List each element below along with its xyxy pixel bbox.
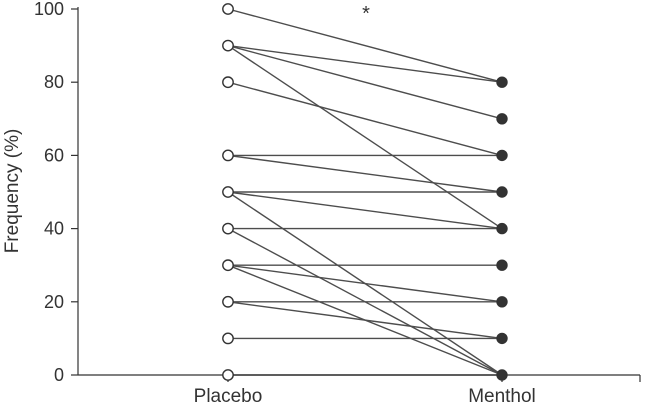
- placebo-point: [222, 259, 234, 272]
- placebo-point: [222, 76, 234, 89]
- placebo-point: [222, 149, 234, 162]
- series-line: [227, 301, 503, 340]
- y-ticks: 0 20 40 60 80 100: [34, 0, 78, 385]
- y-tick-label: 100: [34, 0, 64, 19]
- menthol-point: [496, 76, 508, 88]
- significance-annotation: *: [362, 3, 370, 25]
- series-line: [227, 81, 503, 157]
- y-tick-label: 60: [44, 145, 64, 165]
- placebo-point: [222, 186, 234, 198]
- placebo-point: [222, 332, 234, 345]
- menthol-point: [496, 113, 508, 125]
- menthol-point: [496, 259, 508, 271]
- series-lines: [227, 8, 503, 376]
- y-tick-label: 20: [44, 292, 64, 312]
- menthol-point: [496, 222, 508, 235]
- series-line: [227, 8, 503, 83]
- axes: [77, 7, 640, 376]
- markers: [222, 3, 508, 381]
- placebo-point: [222, 39, 234, 52]
- x-tick-label-placebo: Placebo: [194, 386, 263, 407]
- placebo-point: [222, 295, 234, 308]
- menthol-point: [496, 149, 508, 162]
- y-tick-label: 80: [44, 72, 64, 92]
- series-line: [227, 44, 503, 83]
- y-tick-label: 0: [54, 365, 64, 385]
- placebo-point: [222, 222, 234, 235]
- x-ticks: Placebo Menthol: [194, 375, 641, 407]
- series-line: [227, 191, 503, 230]
- series-line: [227, 44, 503, 120]
- y-axis-title: Frequency (%): [2, 129, 23, 254]
- series-line: [227, 264, 503, 303]
- placebo-point: [222, 369, 234, 381]
- menthol-point: [496, 186, 508, 198]
- menthol-point: [496, 296, 508, 308]
- x-tick-label-menthol: Menthol: [468, 386, 536, 407]
- series-line: [227, 154, 503, 193]
- menthol-point: [496, 369, 508, 381]
- menthol-point: [496, 332, 508, 345]
- placebo-point: [222, 3, 234, 15]
- y-tick-label: 40: [44, 219, 64, 239]
- series-line: [227, 45, 503, 230]
